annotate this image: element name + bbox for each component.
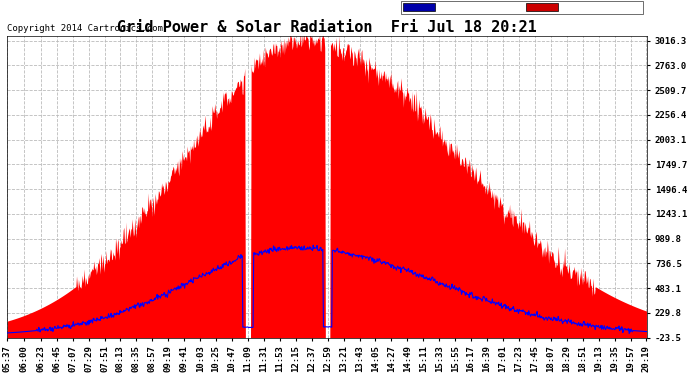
Legend: Radiation (w/m2), Grid (AC Watts): Radiation (w/m2), Grid (AC Watts) — [402, 1, 643, 14]
Text: Copyright 2014 Cartronics.com: Copyright 2014 Cartronics.com — [7, 24, 162, 33]
Title: Grid Power & Solar Radiation  Fri Jul 18 20:21: Grid Power & Solar Radiation Fri Jul 18 … — [117, 20, 537, 34]
